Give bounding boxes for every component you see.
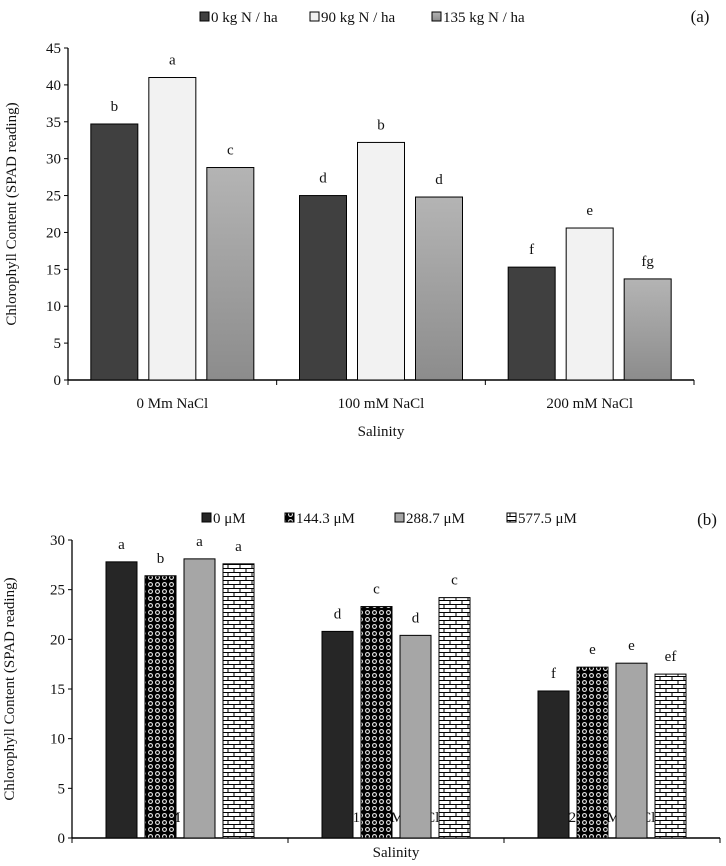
significance-letter: e <box>586 203 593 219</box>
legend-swatch <box>201 512 212 523</box>
y-axis-label: Chlorophyll Content (SPAD reading) <box>2 577 18 800</box>
significance-letter: b <box>157 551 165 567</box>
legend-label: 144.3 μM <box>296 511 355 527</box>
significance-letter: ef <box>665 649 677 665</box>
significance-letter: e <box>589 642 596 658</box>
significance-letter: fg <box>641 254 654 270</box>
y-tick-label: 20 <box>46 225 61 241</box>
y-tick-label: 30 <box>50 533 65 549</box>
bar-577-5-m <box>222 563 255 839</box>
y-axis-label: Chlorophyll Content (SPAD reading) <box>4 102 20 325</box>
chart-panel-a: 0 5 10 15 20 25 30 35 40 45 0 Mm NaCl b a c 100 mM NaC… <box>4 7 709 440</box>
bar-135-kg-n-ha <box>206 167 255 381</box>
significance-letter: a <box>235 539 242 555</box>
y-tick-label: 25 <box>46 189 61 205</box>
y-tick-label: 20 <box>50 632 65 648</box>
bar-577-5-m <box>438 597 471 839</box>
y-tick-label: 5 <box>54 336 62 352</box>
legend-label: 90 kg N / ha <box>321 10 396 26</box>
legend-swatch <box>431 11 442 22</box>
significance-letter: c <box>227 143 234 159</box>
y-tick-label: 30 <box>46 152 61 168</box>
bar-288-7-m <box>615 662 648 839</box>
x-category-label: 100 mM NaCl <box>338 396 425 412</box>
y-tick-label: 0 <box>58 831 66 847</box>
bar-577-5-m <box>654 673 687 839</box>
significance-letter: c <box>451 573 458 589</box>
panel-label: (b) <box>697 510 717 529</box>
bar-135-kg-n-ha <box>623 278 672 381</box>
significance-letter: a <box>196 534 203 550</box>
y-tick-label: 15 <box>50 682 65 698</box>
x-axis-label: Salinity <box>373 845 420 861</box>
significance-letter: c <box>373 582 380 598</box>
significance-letter: a <box>169 53 176 69</box>
y-tick-label: 5 <box>58 781 66 797</box>
legend-swatch <box>284 512 295 523</box>
legend-label: 577.5 μM <box>518 511 577 527</box>
x-category-label: 0 Mm NaCl <box>136 396 208 412</box>
bar-135-kg-n-ha <box>415 196 463 381</box>
legend-swatch <box>394 512 405 523</box>
legend-swatch <box>506 512 517 523</box>
bar-90-kg-n-ha <box>148 77 197 381</box>
x-axis-label: Salinity <box>358 424 405 440</box>
legend-label: 0 μM <box>213 511 246 527</box>
legend-swatch <box>309 11 320 22</box>
significance-letter: b <box>377 117 385 133</box>
bar-144-3-m <box>576 666 609 839</box>
y-tick-label: 0 <box>54 373 62 389</box>
bar-0-kg-n-ha <box>90 123 139 381</box>
bar-90-kg-n-ha <box>357 141 405 381</box>
bar-144-3-m <box>360 606 393 839</box>
x-category-label: 200 mM NaCl <box>546 396 633 412</box>
significance-letter: a <box>118 537 125 553</box>
y-tick-label: 10 <box>50 732 65 748</box>
y-tick-label: 40 <box>46 78 61 94</box>
significance-letter: f <box>529 242 534 258</box>
significance-letter: e <box>628 638 635 654</box>
legend-label: 288.7 μM <box>406 511 465 527</box>
y-tick-label: 45 <box>46 41 61 57</box>
y-tick-label: 25 <box>50 583 65 599</box>
legend-label: 135 kg N / ha <box>443 10 525 26</box>
bar-144-3-m <box>144 575 177 839</box>
y-tick-label: 15 <box>46 262 61 278</box>
significance-letter: d <box>412 610 420 626</box>
bar-0-m <box>105 561 138 839</box>
bar-288-7-m <box>183 558 216 839</box>
legend-label: 0 kg N / ha <box>211 10 278 26</box>
significance-letter: d <box>319 171 327 187</box>
legend-swatch <box>199 11 210 22</box>
significance-letter: d <box>334 606 342 622</box>
bar-0-m <box>537 690 570 839</box>
significance-letter: b <box>111 99 119 115</box>
y-tick-label: 35 <box>46 115 61 131</box>
significance-letter: d <box>435 172 443 188</box>
bar-0-kg-n-ha <box>507 266 556 381</box>
bar-90-kg-n-ha <box>565 227 614 381</box>
panel-label: (a) <box>691 7 710 26</box>
bar-0-m <box>321 630 354 839</box>
significance-letter: f <box>551 666 556 682</box>
bar-0-kg-n-ha <box>299 195 347 381</box>
y-tick-label: 10 <box>46 299 61 315</box>
bar-288-7-m <box>399 634 432 839</box>
